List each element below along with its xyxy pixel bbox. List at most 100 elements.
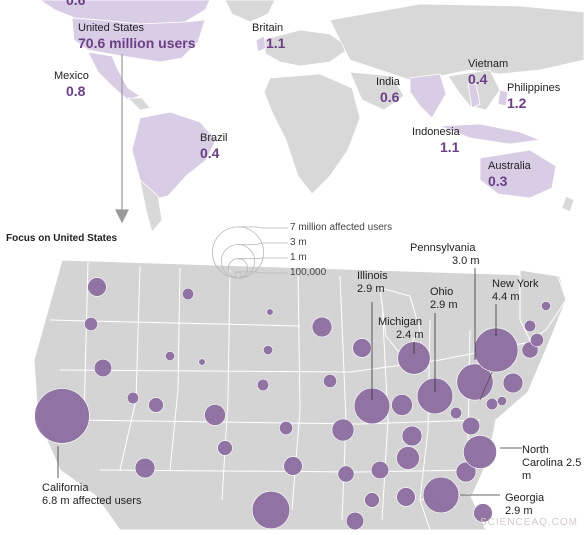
land-new-zealand [561,195,575,213]
land-africa [263,73,361,195]
state-bubble [251,490,291,530]
value-mexico: 0.8 [66,82,86,99]
value-georgia: 2.9 m [505,505,533,518]
name-vietnam: Vietnam [468,58,509,70]
state-bubbles [34,277,551,531]
focus-arrow [115,54,129,224]
value-australia: 0.3 [488,172,508,189]
name-united-states: United States [78,22,145,34]
watermark: SCIENCEAQ.COM [479,517,578,528]
state-bubble [263,345,273,355]
bubble-north-carolina [463,435,497,469]
state-bubble [370,460,390,480]
land-central-america [127,97,151,111]
bubble-michigan [397,341,431,375]
state-bubble [391,394,413,416]
value-michigan: 2.4 m [396,329,424,342]
state-bubble [331,418,355,442]
state-bubble [93,358,113,378]
value-new-york: 4.4 m [492,291,520,304]
bubble-california [34,388,90,444]
state-bubble [134,457,156,479]
state-bubble [401,425,423,447]
state-bubble [523,319,537,333]
land-australia [479,149,557,199]
name-ohio: Ohio [430,286,454,298]
name-pennsylvania: Pennsylvania [410,242,476,254]
state-leaders [57,268,522,496]
state-bubble [311,316,333,338]
land-south-america-south [139,178,163,233]
state-bubble [279,421,293,435]
land-brazil [131,111,217,201]
land-usa [71,17,206,63]
land-britain [255,35,267,53]
value-california: 6.8 m affected users [42,495,142,508]
state-bubble [87,277,107,297]
label-michigan: Michigan 2.4 m [378,316,424,342]
legend-leader [238,242,288,245]
value-britain: 1.1 [266,34,286,51]
state-bubble [541,301,551,311]
value-pennsylvania: 3.0 m [452,255,480,268]
land-greenland [224,0,276,23]
value-north-carolina: 2.5 m [522,457,582,483]
legend-label-7m: 7 million affected users [290,222,393,233]
bubble-georgia [422,476,460,514]
state-bubble [323,374,337,388]
land-india [409,73,447,119]
name-indonesia: Indonesia [412,126,460,138]
state-bubble [396,446,420,470]
state-bubble [181,287,195,301]
state-bubble [266,308,274,316]
name-mexico: Mexico [54,70,89,82]
label-california: California 6.8 m affected users [42,482,141,508]
world-land [39,0,584,233]
legend-leader [238,226,288,229]
value-india: 0.6 [380,88,400,105]
land-russia-asia [329,3,584,81]
value-vietnam: 0.4 [468,70,488,87]
state-bubble [283,456,303,476]
name-new-york: New York [492,278,539,290]
small-state-markers [479,371,493,401]
label-indonesia: Indonesia 1.1 [412,126,460,155]
state-bubble [352,338,372,358]
value-ohio: 2.9 m [430,299,458,312]
value-united-states: 70.6 million users [78,34,196,51]
label-canada: 0.6 [66,0,85,8]
label-georgia: Georgia 2.9 m [505,492,544,518]
label-united-states: United States 70.6 million users [78,22,196,51]
state-bubble [217,440,233,456]
label-mexico: Mexico 0.8 [54,70,89,99]
state-bubble [337,465,355,483]
us-focus-title: Focus on United States [6,233,118,244]
label-philippines: Philippines 1.2 [507,82,560,111]
land-mexico [87,51,141,101]
legend-leaders [238,226,288,274]
land-philippines [497,89,509,107]
state-bubble [449,406,463,420]
legend-label-1m: 1 m [290,252,307,263]
value-philippines: 1.2 [507,94,527,111]
state-bubble [461,416,481,436]
land-vietnam [467,83,481,109]
name-georgia: Georgia [505,492,545,504]
state-bubble [530,333,544,347]
name-california: California [42,482,89,494]
state-bubble [198,358,206,366]
name-philippines: Philippines [507,82,561,94]
legend-leader [238,271,288,274]
name-india: India [376,76,400,88]
state-bubble [502,372,524,394]
legend-label-3m: 3 m [290,237,307,248]
state-bubble [497,396,507,406]
label-north-carolina: North Carolina 2.5 m [522,444,584,484]
state-bubble [204,404,226,426]
label-brazil: Brazil 0.4 [200,132,228,161]
name-brazil: Brazil [200,132,228,144]
state-bubble [364,492,380,508]
state-bubble [148,397,164,413]
land-europe [261,29,351,67]
